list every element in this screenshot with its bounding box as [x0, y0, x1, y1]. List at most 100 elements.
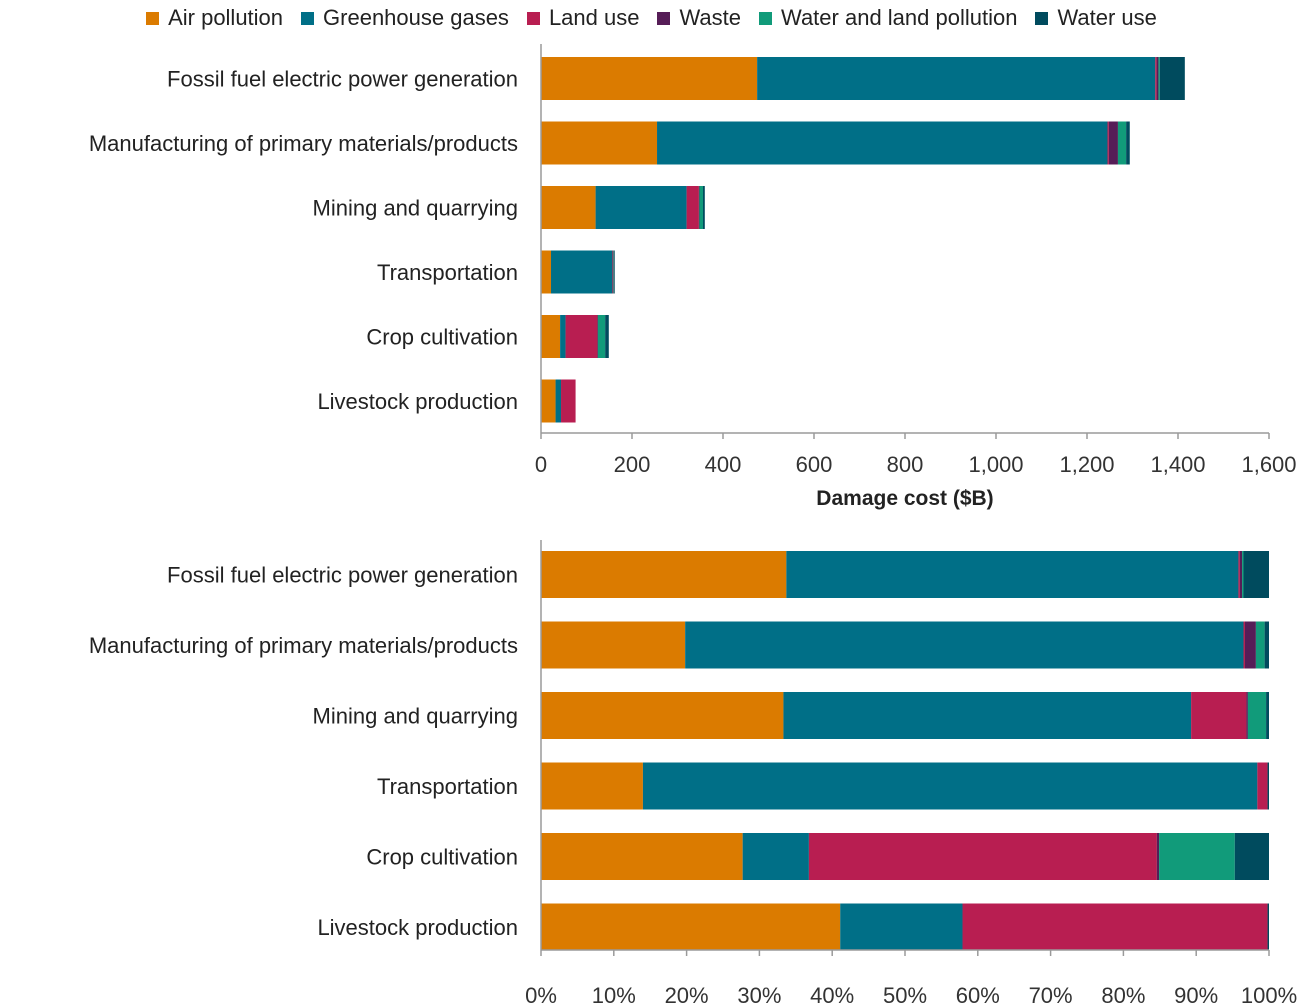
bar-segment — [1243, 621, 1245, 669]
bar-segment — [1267, 903, 1269, 951]
bar-segment — [1234, 833, 1269, 880]
bar-segment — [786, 551, 1239, 598]
bar-segment — [560, 315, 566, 358]
x-tick-label: 200 — [614, 452, 651, 477]
bar-segment — [541, 762, 643, 810]
legend-label: Water use — [1057, 5, 1157, 30]
bar-segment — [1267, 762, 1269, 810]
bar-segment — [742, 833, 809, 880]
bar-segment — [1264, 621, 1269, 669]
legend-item: Greenhouse gases — [301, 5, 509, 31]
x-tick-label: 1,600 — [1241, 452, 1296, 477]
legend-item: Air pollution — [146, 5, 283, 31]
bar-segment — [541, 186, 596, 229]
bar-segment — [595, 186, 687, 229]
legend-item: Land use — [526, 5, 640, 31]
x-tick-label: 40% — [810, 983, 854, 1008]
legend-swatch — [1035, 11, 1049, 25]
bar-segment — [1159, 833, 1235, 880]
bar-segment — [541, 903, 841, 951]
x-tick-label: 1,000 — [968, 452, 1023, 477]
x-tick-label: 10% — [592, 983, 636, 1008]
bar-segment — [1238, 551, 1240, 598]
bar-segment — [541, 379, 556, 423]
bar-segment — [1266, 692, 1269, 739]
category-label: Fossil fuel electric power generation — [167, 67, 518, 92]
x-tick-label: 400 — [705, 452, 742, 477]
bar-segment — [1117, 121, 1127, 165]
category-label: Transportation — [377, 260, 518, 285]
legend-label: Land use — [548, 5, 640, 30]
bar-segment — [783, 692, 1192, 739]
bar-segment — [685, 621, 1244, 669]
bar-segment — [808, 833, 1157, 880]
bar-segment — [613, 250, 615, 294]
bar-segment — [541, 121, 658, 165]
x-tick-label: 0% — [525, 983, 557, 1008]
x-axis-title: Damage cost ($B) — [816, 487, 993, 510]
bar-segment — [1191, 692, 1247, 739]
x-tick-label: 100% — [1241, 983, 1297, 1008]
bar-segment — [1242, 551, 1244, 598]
bar-segment — [698, 186, 700, 229]
bar-segment — [657, 121, 1108, 165]
x-tick-label: 0 — [535, 452, 547, 477]
x-tick-label: 70% — [1029, 983, 1073, 1008]
bar-segment — [541, 621, 686, 669]
legend-label: Waste — [679, 5, 741, 30]
bar-segment — [1246, 692, 1248, 739]
x-tick-label: 60% — [956, 983, 1000, 1008]
bar-segment — [1126, 121, 1130, 165]
bar-segment — [555, 379, 562, 423]
x-tick-label: 800 — [887, 452, 924, 477]
bar-segment — [1156, 57, 1159, 100]
x-tick-label: 50% — [883, 983, 927, 1008]
x-tick-label: 600 — [796, 452, 833, 477]
bar-segment — [541, 833, 743, 880]
bar-segment — [702, 186, 705, 229]
bar-segment — [686, 186, 699, 229]
bar-segment — [597, 315, 599, 358]
bar-segment — [1255, 621, 1265, 669]
bar-segment — [541, 57, 758, 100]
category-label: Mining and quarrying — [313, 704, 518, 729]
category-label: Livestock production — [317, 915, 518, 940]
category-label: Transportation — [377, 774, 518, 799]
bar-segment — [1239, 551, 1243, 598]
bar-segment — [962, 903, 1268, 951]
x-tick-label: 20% — [665, 983, 709, 1008]
category-label: Manufacturing of primary materials/produ… — [89, 131, 518, 156]
category-label: Manufacturing of primary materials/produ… — [89, 633, 518, 658]
chart-legend: Air pollution Greenhouse gases Land use Was… — [0, 4, 1303, 32]
x-tick-label: 1,400 — [1150, 452, 1205, 477]
x-tick-label: 80% — [1101, 983, 1145, 1008]
bar-segment — [1244, 621, 1256, 669]
bar-segment — [1108, 121, 1118, 165]
bar-segment — [541, 315, 561, 358]
legend-swatch — [146, 11, 160, 25]
bar-segment — [613, 250, 614, 294]
bar-segment — [1158, 57, 1160, 100]
bar-segment — [757, 57, 1156, 100]
x-tick-label: 90% — [1174, 983, 1218, 1008]
bar-segment — [1247, 692, 1267, 739]
category-label: Crop cultivation — [366, 845, 518, 870]
category-label: Livestock production — [317, 389, 518, 414]
bar-segment — [642, 762, 1258, 810]
bar-segment — [1159, 57, 1185, 100]
legend-item: Water use — [1035, 5, 1157, 31]
bar-segment — [597, 315, 606, 358]
x-tick-label: 1,200 — [1059, 452, 1114, 477]
bar-segment — [1243, 551, 1269, 598]
bar-segment — [840, 903, 963, 951]
category-label: Crop cultivation — [366, 325, 518, 350]
legend-swatch — [301, 11, 315, 25]
legend-swatch — [759, 11, 772, 25]
category-label: Mining and quarrying — [313, 196, 518, 221]
bar-segment — [1107, 121, 1109, 165]
legend-label: Water and land pollution — [781, 5, 1018, 30]
bar-segment — [541, 551, 787, 598]
bar-segment — [1155, 57, 1157, 100]
legend-item: Waste — [657, 5, 741, 31]
